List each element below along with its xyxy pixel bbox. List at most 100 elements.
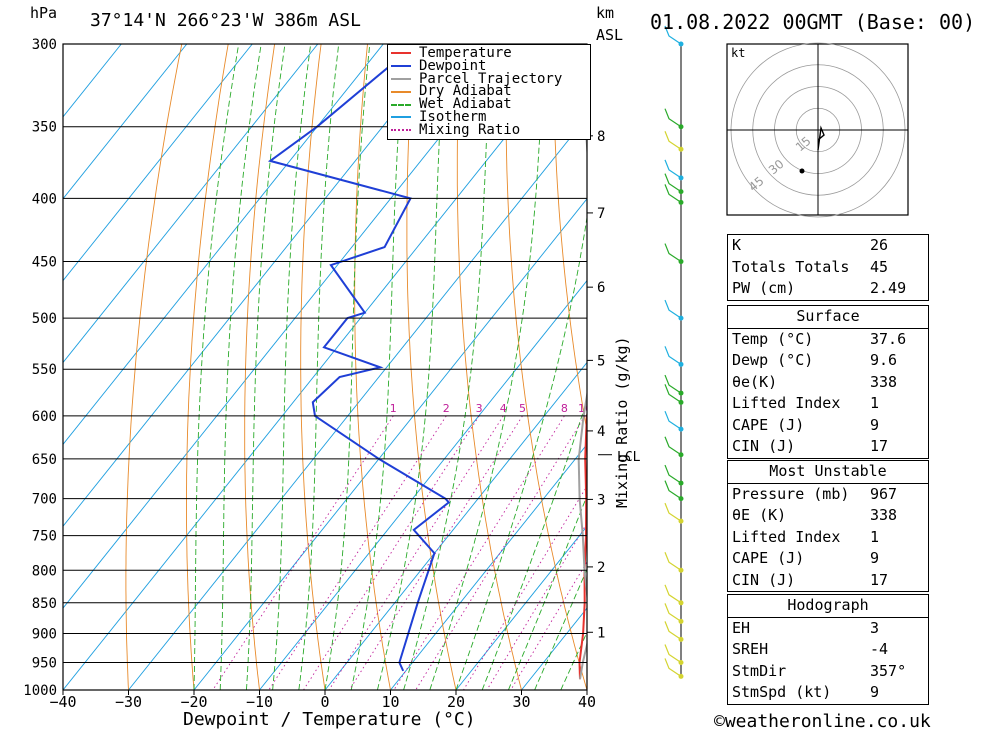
km-unit-label: km: [596, 4, 615, 22]
pressure-tick-label: 300: [32, 37, 57, 53]
pressure-tick-label: 350: [32, 120, 57, 136]
pressure-tick-label: 850: [32, 596, 57, 612]
temp-tick-label: 0: [320, 693, 329, 711]
wet-adiabat-line: [245, 44, 286, 690]
index-label: StmDir: [732, 661, 787, 680]
index-value: 26: [870, 236, 889, 254]
wind-barb: [664, 299, 682, 319]
index-value: 45: [870, 257, 889, 276]
wet-adiabat-line: [272, 44, 312, 690]
temp-tick-label: 30: [512, 693, 530, 711]
dewpoint-line: [267, 44, 451, 672]
index-value: 9.6: [870, 351, 898, 369]
index-value: 17: [870, 570, 889, 589]
index-label: Temp (°C): [732, 329, 814, 348]
wind-column: [664, 25, 684, 679]
isotherm-line: [193, 198, 587, 690]
legend-label: Temperature: [419, 45, 512, 61]
pressure-tick-label: 900: [32, 626, 57, 642]
wind-barb: [664, 374, 682, 394]
dry-adiabat-line: [406, 44, 457, 690]
legend-item: Mixing Ratio: [388, 121, 590, 138]
mixing-ratio-label: 8: [561, 402, 568, 415]
isotherm-line: [324, 361, 587, 690]
temp-tick-label: 10: [381, 693, 399, 711]
wind-barb: [664, 436, 682, 456]
index-label: θe(K): [732, 372, 778, 391]
wet-adiabat-line: [350, 44, 406, 690]
index-label: CIN (J): [732, 570, 796, 589]
wet-adiabat-line: [455, 214, 587, 690]
index-value: -4: [870, 640, 889, 658]
legend-label: Dry Adiabat: [419, 83, 512, 100]
index-row: StmSpd (kt) 9: [728, 682, 928, 704]
dry-adiabat-line: [354, 44, 391, 690]
index-label: CAPE (J): [732, 415, 805, 434]
legend-swatch: [391, 129, 411, 132]
storm-motion-dot: [799, 168, 805, 174]
legend-item: Dry Adiabat: [388, 85, 590, 98]
pressure-tick-label: 1000: [23, 683, 57, 699]
indices-top-table: K 26 Totals Totals 45 PW (cm) 2.49: [727, 234, 929, 301]
index-row: Dewp (°C) 9.6: [728, 350, 928, 372]
dry-adiabat-line: [186, 44, 229, 690]
index-label: θE (K): [732, 506, 787, 524]
legend: Temperature Dewpoint Parcel Trajectory Dry …: [387, 44, 591, 140]
km-tick-label: 6: [597, 280, 605, 296]
index-label: K: [732, 236, 742, 254]
pressure-tick-label: 450: [32, 255, 57, 271]
index-row: θE (K) 338: [728, 505, 928, 527]
index-label: Lifted Index: [732, 527, 841, 546]
temp-tick-label: −20: [180, 693, 207, 711]
pressure-tick-label: 500: [32, 311, 57, 327]
index-row: CIN (J) 17: [728, 570, 928, 592]
datetime-label: 01.08.2022 00GMT (Base: 00): [650, 10, 976, 34]
hpa-unit-label: hPa: [30, 4, 58, 22]
wind-barb: [664, 658, 682, 677]
mixing-ratio-label: 1: [390, 402, 397, 415]
wind-barb: [664, 644, 682, 663]
index-label: SREH: [732, 640, 769, 658]
km-tick-label: 3: [597, 492, 605, 508]
wind-barb: [664, 131, 682, 150]
index-label: Pressure (mb): [732, 484, 850, 503]
index-row: K 26: [728, 235, 928, 257]
km-tick-label: 4: [597, 424, 605, 440]
temp-tick-label: 20: [447, 693, 465, 711]
index-row: Temp (°C) 37.6: [728, 329, 928, 351]
legend-item: Isotherm: [388, 108, 590, 125]
index-value: 1: [870, 527, 880, 546]
legend-label: Isotherm: [419, 108, 487, 125]
table-title: Hodograph: [728, 595, 928, 618]
mixing-ratio-label: 5: [519, 402, 526, 415]
index-value: 9: [870, 415, 880, 434]
legend-swatch: [391, 90, 411, 93]
legend-swatch: [391, 77, 411, 80]
isotherm-line: [390, 443, 587, 690]
index-row: Lifted Index 1: [728, 527, 928, 549]
index-row: CAPE (J) 9: [728, 415, 928, 437]
index-value: 37.6: [870, 329, 907, 348]
wind-barb: [664, 159, 682, 179]
wind-barb: [664, 25, 682, 45]
index-label: Totals Totals: [732, 257, 850, 276]
wind-barb: [664, 346, 682, 365]
pressure-tick-label: 800: [32, 563, 57, 579]
surface-table: Surface Temp (°C) 37.6 Dewp (°C) 9.6 θe(K) 338…: [727, 305, 929, 459]
isotherm-line: [63, 44, 319, 364]
index-label: EH: [732, 618, 751, 637]
wet-adiabat-line: [324, 44, 371, 690]
index-label: Lifted Index: [732, 394, 841, 412]
wind-barb: [664, 173, 682, 193]
index-row: SREH -4: [728, 639, 928, 661]
km-tick-label: 8: [597, 129, 605, 145]
mixing-ratio-label: 3: [476, 402, 483, 415]
dry-adiabat-line: [552, 44, 587, 434]
index-value: 2.49: [870, 279, 907, 297]
dry-adiabat-line: [125, 44, 183, 690]
legend-label: Mixing Ratio: [419, 121, 521, 138]
wet-adiabat-line: [429, 44, 545, 690]
index-row: PW (cm) 2.49: [728, 278, 928, 300]
legend-item: Temperature: [388, 45, 590, 61]
